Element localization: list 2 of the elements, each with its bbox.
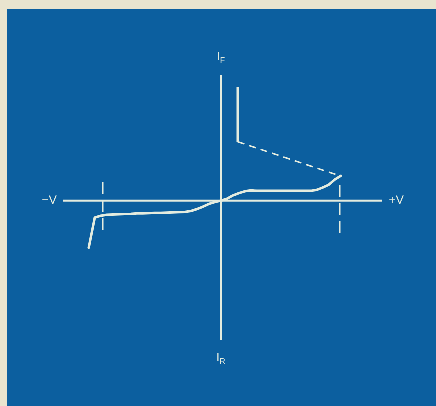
text: +V <box>389 193 404 208</box>
text: −V <box>42 193 58 208</box>
